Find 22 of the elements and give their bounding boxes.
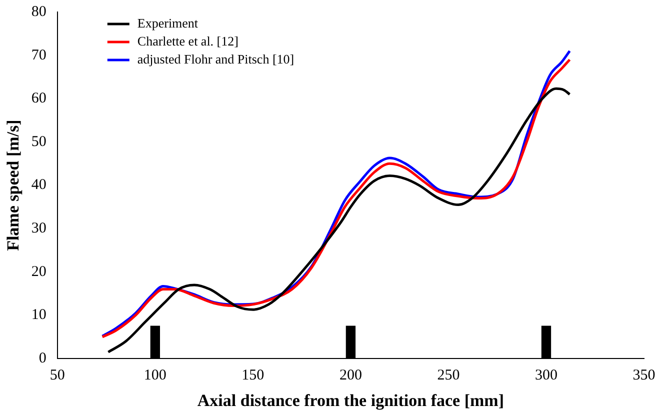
- y-tick-label: 40: [31, 177, 46, 194]
- y-tick-label: 60: [31, 90, 46, 107]
- y-tick-label: 0: [38, 350, 46, 367]
- x-tick-label: 250: [437, 368, 460, 384]
- x-tick-label: 50: [50, 368, 65, 384]
- line-series: [106, 87, 571, 354]
- y-tick-label: 20: [31, 264, 46, 280]
- legend-label: Charlette et al. [12]: [137, 33, 238, 48]
- y-tick-label: 70: [31, 47, 46, 64]
- x-tick-label: 300: [534, 368, 558, 384]
- y-tick-label: 80: [31, 4, 46, 20]
- y-tick-label: 50: [31, 134, 46, 150]
- y-tick-label: 10: [31, 307, 46, 324]
- x-tick-label: 200: [339, 368, 362, 384]
- legend-label: Experiment: [137, 15, 198, 30]
- x-tick-label: 100: [144, 368, 166, 384]
- x-tick-label: 150: [242, 368, 264, 384]
- legend-label: adjusted Flohr and Pitsch [10]: [137, 51, 294, 66]
- x-axis-title: Axial distance from the ignition face [mm]: [197, 391, 504, 410]
- y-axis-title: Flame speed [m/s]: [4, 120, 23, 251]
- y-tick-label: 30: [31, 220, 46, 237]
- x-tick-label: 350: [632, 368, 656, 384]
